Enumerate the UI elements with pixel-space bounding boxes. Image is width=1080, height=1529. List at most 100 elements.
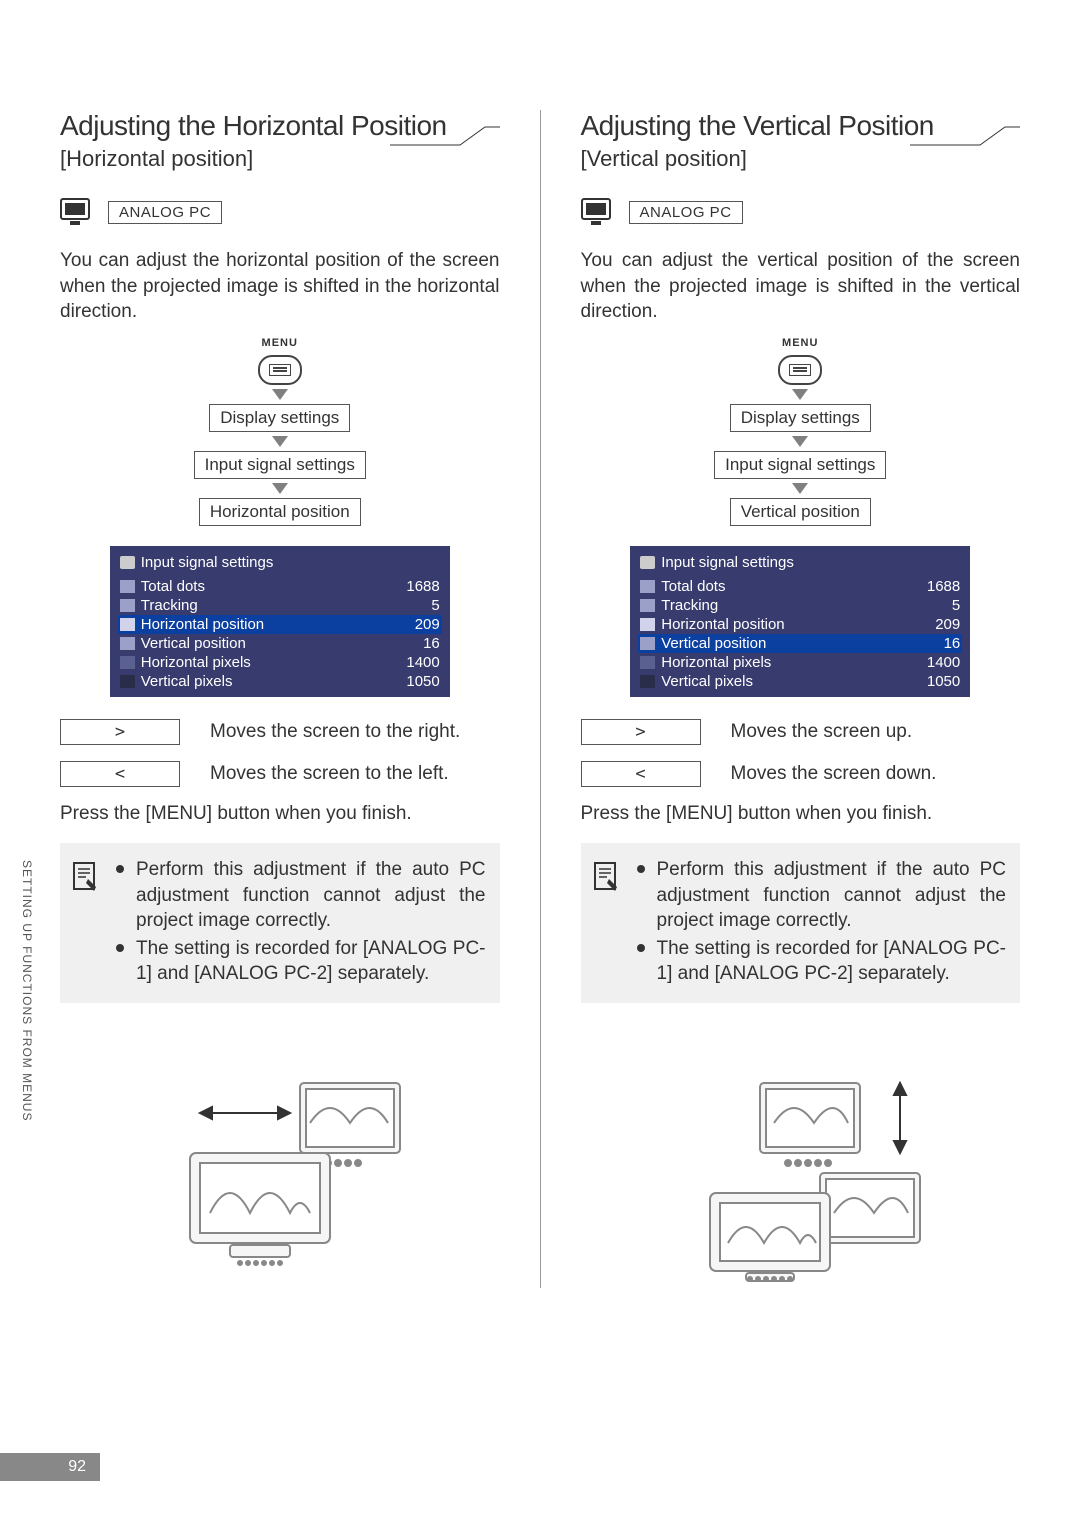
title-decor-line (390, 126, 500, 146)
osd-row: Tracking5 (118, 596, 442, 615)
osd-row-value: 209 (415, 616, 440, 633)
key-instructions: >Moves the screen up. <Moves the screen d… (581, 719, 1021, 787)
osd-row: Total dots1688 (118, 577, 442, 596)
osd-row-icon (640, 675, 655, 688)
osd-row-icon (120, 637, 135, 650)
osd-row-icon (640, 618, 655, 631)
down-arrow-icon (272, 436, 288, 447)
section-subtitle: [Vertical position] (581, 146, 1021, 172)
menu-button-icon (258, 355, 302, 385)
osd-row-icon (640, 599, 655, 612)
down-arrow-icon (792, 389, 808, 400)
key-description: Moves the screen to the left. (210, 763, 449, 785)
osd-menu-screenshot: Input signal settings Total dots1688Trac… (110, 546, 450, 697)
right-column: Adjusting the Vertical Position [Vertica… (581, 110, 1021, 1288)
down-arrow-icon (272, 389, 288, 400)
key-description: Moves the screen to the right. (210, 721, 460, 743)
flow-step: Input signal settings (194, 451, 366, 479)
osd-row-label: Tracking (661, 597, 952, 614)
osd-row: Tracking5 (638, 596, 962, 615)
osd-row: Total dots1688 (638, 577, 962, 596)
key-symbol-box: < (581, 761, 701, 787)
osd-row-icon (640, 580, 655, 593)
projector-illustration (60, 1063, 500, 1288)
osd-rows: Total dots1688Tracking5Horizontal positi… (118, 577, 442, 691)
note-list: Perform this adjustment if the auto PC a… (116, 857, 486, 989)
monitor-icon (581, 198, 611, 226)
projector-illustration (581, 1063, 1021, 1288)
osd-row: Vertical pixels1050 (638, 672, 962, 691)
page-number-bar: 92 (0, 1453, 100, 1481)
osd-title-icon (120, 556, 135, 569)
input-type-row: ANALOG PC (581, 198, 1021, 226)
flow-step: Horizontal position (199, 498, 361, 526)
key-instructions: > Moves the screen to the right. < Moves th… (60, 719, 500, 787)
section-title-row: Adjusting the Vertical Position (581, 110, 1021, 142)
osd-row-label: Vertical pixels (141, 673, 407, 690)
osd-row: Vertical position16 (118, 634, 442, 653)
osd-row-label: Vertical pixels (661, 673, 927, 690)
osd-row: Vertical position16 (638, 634, 962, 653)
note-item: Perform this adjustment if the auto PC a… (637, 857, 1007, 934)
menu-button-label: MENU (262, 337, 298, 349)
osd-row-label: Tracking (141, 597, 432, 614)
osd-row-label: Vertical position (661, 635, 943, 652)
note-box: Perform this adjustment if the auto PC a… (581, 843, 1021, 1003)
key-description: Moves the screen up. (731, 721, 913, 743)
osd-row-value: 1400 (927, 654, 960, 671)
osd-row-label: Horizontal pixels (141, 654, 407, 671)
page-number: 92 (68, 1458, 86, 1476)
osd-rows: Total dots1688Tracking5Horizontal positi… (638, 577, 962, 691)
flow-step: Input signal settings (714, 451, 886, 479)
osd-row-icon (640, 637, 655, 650)
body-paragraph: You can adjust the horizontal position o… (60, 248, 500, 325)
menu-navigation-flow: MENU Display settings Input signal setti… (581, 337, 1021, 526)
osd-row-icon (120, 599, 135, 612)
osd-row-value: 1688 (927, 578, 960, 595)
osd-row-value: 16 (944, 635, 961, 652)
note-item: Perform this adjustment if the auto PC a… (116, 857, 486, 934)
key-row: <Moves the screen down. (581, 761, 1021, 787)
flow-step: Vertical position (730, 498, 871, 526)
osd-row-value: 1400 (406, 654, 439, 671)
osd-row-label: Vertical position (141, 635, 423, 652)
body-paragraph: You can adjust the vertical position of … (581, 248, 1021, 325)
osd-row-icon (120, 618, 135, 631)
input-type-row: ANALOG PC (60, 198, 500, 226)
osd-title: Input signal settings (141, 554, 274, 571)
osd-title-icon (640, 556, 655, 569)
osd-row-label: Total dots (141, 578, 407, 595)
key-symbol-box: > (60, 719, 180, 745)
key-row: < Moves the screen to the left. (60, 761, 500, 787)
osd-row-icon (120, 580, 135, 593)
osd-row: Horizontal pixels1400 (118, 653, 442, 672)
osd-row-label: Horizontal pixels (661, 654, 927, 671)
osd-title: Input signal settings (661, 554, 794, 571)
osd-row-icon (120, 675, 135, 688)
osd-row-value: 5 (952, 597, 960, 614)
osd-row: Horizontal pixels1400 (638, 653, 962, 672)
osd-row-value: 1688 (406, 578, 439, 595)
osd-row-label: Horizontal position (141, 616, 415, 633)
menu-navigation-flow: MENU Display settings Input signal setti… (60, 337, 500, 526)
monitor-icon (60, 198, 90, 226)
down-arrow-icon (792, 436, 808, 447)
osd-row-value: 209 (935, 616, 960, 633)
osd-row-value: 1050 (406, 673, 439, 690)
osd-menu-screenshot: Input signal settings Total dots1688Trac… (630, 546, 970, 697)
osd-row: Vertical pixels1050 (118, 672, 442, 691)
key-row: >Moves the screen up. (581, 719, 1021, 745)
note-box: Perform this adjustment if the auto PC a… (60, 843, 500, 1003)
osd-title-row: Input signal settings (638, 552, 962, 577)
key-symbol-box: < (60, 761, 180, 787)
osd-row-icon (640, 656, 655, 669)
key-row: > Moves the screen to the right. (60, 719, 500, 745)
osd-row-value: 5 (431, 597, 439, 614)
section-subtitle: [Horizontal position] (60, 146, 500, 172)
side-tab-label: SETTING UP FUNCTIONS FROM MENUS (20, 860, 34, 1121)
finish-instruction: Press the [MENU] button when you finish. (60, 803, 500, 825)
note-list: Perform this adjustment if the auto PC a… (637, 857, 1007, 989)
osd-row-label: Total dots (661, 578, 927, 595)
note-item: The setting is recorded for [ANALOG PC-1… (637, 936, 1007, 987)
column-divider (540, 110, 541, 1288)
